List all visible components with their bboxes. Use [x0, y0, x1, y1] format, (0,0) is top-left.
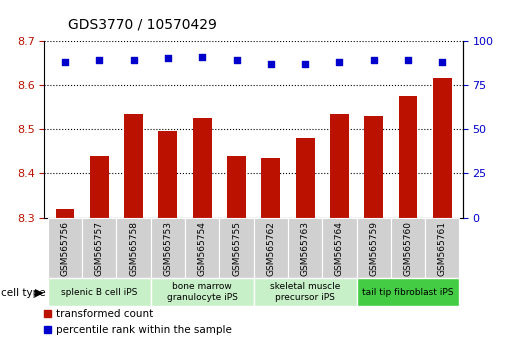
- Text: GSM565764: GSM565764: [335, 221, 344, 276]
- Text: GSM565757: GSM565757: [95, 221, 104, 276]
- Bar: [117, 218, 151, 278]
- Bar: [55, 209, 74, 218]
- Text: skeletal muscle
precursor iPS: skeletal muscle precursor iPS: [270, 282, 340, 302]
- Point: [164, 56, 172, 61]
- Text: cell type: cell type: [1, 288, 46, 298]
- Bar: [90, 156, 109, 218]
- Bar: [330, 114, 349, 218]
- Text: GSM565758: GSM565758: [129, 221, 138, 276]
- Point: [438, 59, 447, 65]
- Bar: [433, 78, 452, 218]
- Text: GSM565760: GSM565760: [403, 221, 413, 276]
- Point: [267, 61, 275, 67]
- Bar: [185, 218, 219, 278]
- Bar: [193, 118, 212, 218]
- Bar: [219, 218, 254, 278]
- Bar: [357, 218, 391, 278]
- Text: GSM565753: GSM565753: [163, 221, 173, 276]
- Text: GSM565754: GSM565754: [198, 221, 207, 276]
- Text: percentile rank within the sample: percentile rank within the sample: [56, 325, 232, 335]
- Bar: [295, 138, 314, 218]
- Text: splenic B cell iPS: splenic B cell iPS: [61, 287, 138, 297]
- Text: GSM565756: GSM565756: [61, 221, 70, 276]
- Bar: [254, 278, 357, 306]
- Bar: [425, 218, 459, 278]
- Point: [301, 61, 309, 67]
- Text: GSM565763: GSM565763: [301, 221, 310, 276]
- Point: [404, 57, 412, 63]
- Bar: [254, 218, 288, 278]
- Text: GSM565761: GSM565761: [438, 221, 447, 276]
- Bar: [288, 218, 322, 278]
- Point: [61, 59, 69, 65]
- Bar: [227, 156, 246, 218]
- Bar: [399, 96, 417, 218]
- Text: bone marrow
granulocyte iPS: bone marrow granulocyte iPS: [167, 282, 237, 302]
- Bar: [322, 218, 357, 278]
- Text: ▶: ▶: [35, 288, 43, 298]
- Bar: [151, 218, 185, 278]
- Bar: [158, 131, 177, 218]
- Bar: [48, 278, 151, 306]
- Bar: [391, 218, 425, 278]
- Text: GDS3770 / 10570429: GDS3770 / 10570429: [68, 18, 217, 32]
- Bar: [48, 218, 82, 278]
- Point: [198, 54, 207, 59]
- Text: transformed count: transformed count: [56, 309, 154, 319]
- Point: [232, 57, 241, 63]
- Point: [95, 57, 104, 63]
- Bar: [151, 278, 254, 306]
- Text: GSM565762: GSM565762: [266, 221, 275, 276]
- Text: GSM565755: GSM565755: [232, 221, 241, 276]
- Text: GSM565759: GSM565759: [369, 221, 378, 276]
- Bar: [124, 114, 143, 218]
- Bar: [357, 278, 459, 306]
- Point: [129, 57, 138, 63]
- Bar: [364, 116, 383, 218]
- Bar: [82, 218, 117, 278]
- Point: [370, 57, 378, 63]
- Bar: [262, 158, 280, 218]
- Text: tail tip fibroblast iPS: tail tip fibroblast iPS: [362, 287, 454, 297]
- Point: [335, 59, 344, 65]
